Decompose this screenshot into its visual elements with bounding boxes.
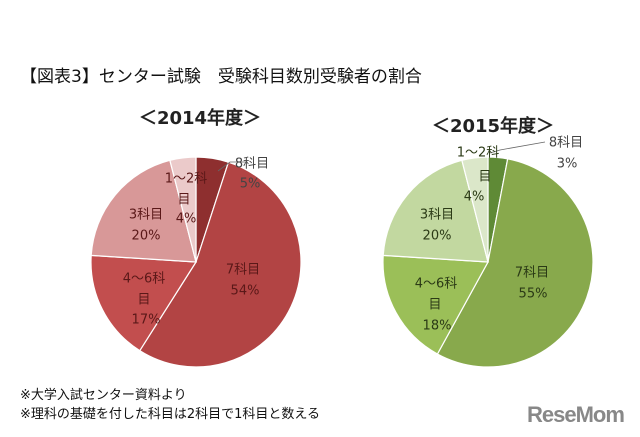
label-2015-46-category: 4～6科	[414, 276, 458, 292]
pie-2015-title: ＜2015年度＞	[431, 116, 555, 137]
label-2015-12-percent: 4%	[463, 189, 485, 205]
label-2014-12-category-2: 目	[177, 192, 191, 208]
label-2014-46-category: 4～6科	[122, 271, 166, 287]
pie-2015-slice-2	[382, 254, 489, 355]
pie-2014-title: ＜2014年度＞	[138, 108, 262, 129]
figure-title: 【図表3】センター試験 受験科目数別受験者の割合	[20, 67, 422, 87]
label-2015-3-percent: 20%	[422, 228, 452, 244]
pie-2015-slice-4	[461, 156, 489, 263]
label-2015-46-category-2: 目	[428, 297, 442, 313]
label-2014-7-percent: 54%	[230, 283, 260, 299]
pie-2014-slice-4	[169, 156, 197, 263]
label-2015-3-category: 3科目	[419, 207, 455, 223]
leader-line-2014-8	[217, 161, 245, 172]
label-2014-8-category: 8科目	[234, 156, 270, 172]
label-2015-12-category-2: 目	[478, 169, 492, 185]
label-2015-7-percent: 55%	[518, 286, 548, 302]
counting-note: ※理科の基礎を付した科目は2科目で1科目と数える	[20, 407, 321, 422]
label-2014-46-percent: 17%	[131, 312, 161, 328]
pie-2015-slice-3	[382, 159, 489, 263]
leader-line-2015-8	[489, 141, 546, 154]
label-2014-3-category: 3科目	[128, 207, 164, 223]
label-2014-12-percent: 4%	[175, 211, 197, 227]
label-2014-3-percent: 20%	[131, 228, 161, 244]
label-2014-8-percent: 5%	[239, 176, 261, 192]
resemom-logo: ReseMom	[527, 402, 625, 427]
source-note: ※大学入試センター資料より	[20, 388, 187, 403]
pie-2014	[90, 156, 302, 368]
label-2014-12-category: 1～2科	[164, 171, 208, 187]
label-2015-12-category: 1～2科	[456, 145, 500, 161]
label-2014-46-category-2: 目	[137, 292, 151, 308]
label-2014-7-category: 7科目	[225, 262, 261, 278]
label-2015-46-percent: 18%	[422, 318, 452, 334]
label-2015-7-category: 7科目	[514, 265, 550, 281]
pie-2014-slice-3	[90, 159, 197, 263]
pie-2015	[382, 156, 594, 368]
pie-2014-slice-2	[90, 254, 198, 352]
pie-2015-slice-1	[436, 158, 594, 368]
label-2015-8-category: 8科目	[548, 135, 584, 151]
label-2015-8-percent: 3%	[556, 156, 578, 172]
pie-2014-slice-1	[138, 161, 302, 368]
